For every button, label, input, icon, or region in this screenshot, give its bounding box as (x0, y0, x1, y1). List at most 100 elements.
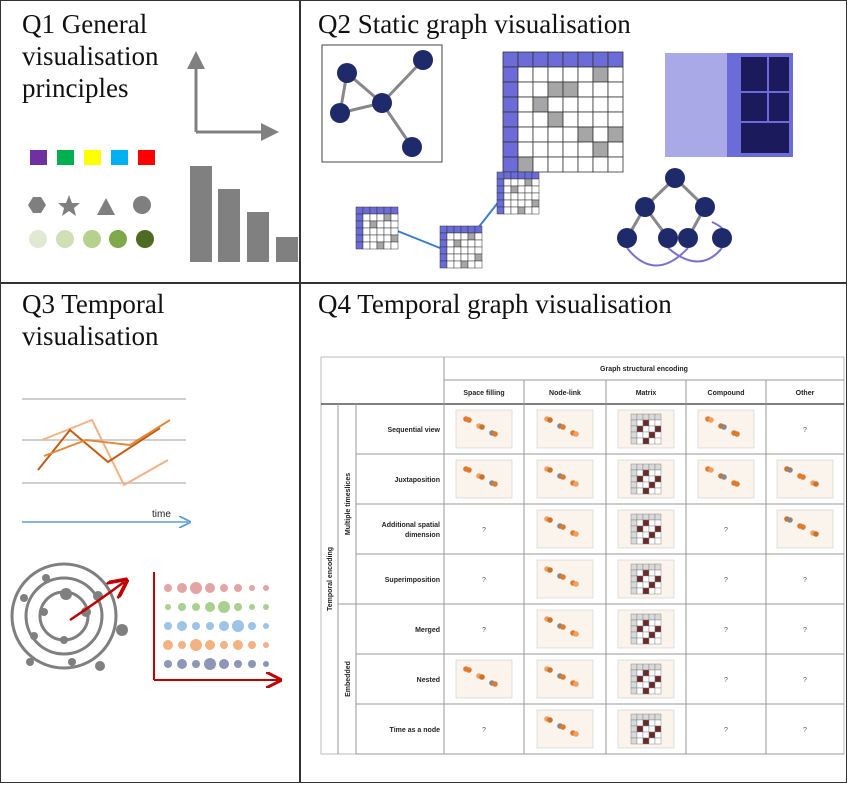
matrix-cell (562, 156, 579, 173)
timeline-dot (164, 622, 172, 630)
mini-matrix-cell (460, 239, 469, 248)
timeline-dot (177, 659, 187, 669)
timeline-dot (218, 601, 230, 613)
mini-matrix-cell (517, 178, 526, 187)
mini-matrix-cell (446, 260, 455, 269)
unknown-mark: ? (724, 677, 728, 684)
matrix-cell (607, 51, 624, 68)
time-axis-label: time (152, 509, 171, 520)
matrix-cell (502, 66, 519, 83)
table-row-label: Sequential view (387, 427, 440, 434)
mini-matrix-cell (390, 220, 399, 229)
color-swatch (111, 150, 128, 165)
mini-matrix-cell (467, 239, 476, 248)
row-group-outer-label: Temporal encoding (327, 547, 334, 611)
matrix-cell (562, 81, 579, 98)
mini-matrix-cell (453, 260, 462, 269)
matrix-cell (517, 66, 534, 83)
matrix-cell (547, 51, 564, 68)
table-column-header: Other (796, 390, 815, 397)
timeline-dot (178, 603, 186, 611)
mini-matrix-cell (446, 225, 455, 234)
matrix-cell (577, 111, 594, 128)
table-row-label: Juxtaposition (394, 477, 440, 484)
matrix-cell (592, 96, 609, 113)
timeline-dot (234, 584, 242, 592)
mini-matrix-cell (496, 171, 505, 180)
unknown-mark: ? (482, 727, 486, 734)
mini-matrix-cell (369, 234, 378, 243)
timeline-dot (178, 641, 186, 649)
mini-matrix-cell (460, 253, 469, 262)
mini-matrix-cell (467, 260, 476, 269)
mini-matrix-cell (362, 213, 371, 222)
cell-thumbnail (455, 659, 513, 699)
matrix-cell (607, 96, 624, 113)
mini-matrix-cell (510, 199, 519, 208)
mini-matrix-cell (446, 253, 455, 262)
unknown-mark: ? (724, 527, 728, 534)
mini-matrix-cell (503, 171, 512, 180)
timeline-dot (190, 639, 202, 651)
matrix-cell (517, 81, 534, 98)
matrix-cell (592, 111, 609, 128)
matrix-cell (502, 81, 519, 98)
q1-shapes (28, 195, 151, 216)
table-column-header: Compound (708, 390, 745, 397)
table-row-label: Nested (417, 677, 440, 684)
timeline-dot (249, 604, 255, 610)
q2-linked-matrices (355, 171, 540, 269)
mini-matrix-cell (474, 232, 483, 241)
mini-matrix-cell (474, 239, 483, 248)
mini-matrix-cell (355, 220, 364, 229)
matrix-cell (547, 66, 564, 83)
matrix-cell (577, 96, 594, 113)
q4-title: Q4 Temporal graph visualisation (318, 289, 672, 319)
mini-matrix-cell (439, 225, 448, 234)
mini-matrix-cell (474, 225, 483, 234)
cell-thumbnail (697, 459, 755, 499)
cell-thumbnail (536, 459, 594, 499)
unknown-mark: ? (803, 427, 807, 434)
mini-matrix-cell (376, 213, 385, 222)
mini-matrix-cell (510, 171, 519, 180)
matrix-cell (517, 51, 534, 68)
unknown-mark: ? (724, 627, 728, 634)
color-swatch (57, 150, 74, 165)
timeline-dot (190, 582, 202, 594)
matrix-cell (577, 66, 594, 83)
mini-matrix-cell (383, 220, 392, 229)
cell-thumbnail (697, 409, 755, 449)
matrix-cell (502, 156, 519, 173)
mini-matrix-cell (439, 253, 448, 262)
row-group-label: Embedded (345, 661, 352, 697)
mini-matrix-cell (369, 220, 378, 229)
timeline-dot (177, 583, 187, 593)
color-swatch (138, 150, 155, 165)
timeline-dot (263, 604, 269, 610)
mini-matrix-cell (524, 192, 533, 201)
mini-matrix-cell (467, 246, 476, 255)
matrix-cell (577, 156, 594, 173)
mini-matrix-cell (383, 234, 392, 243)
matrix-cell (607, 111, 624, 128)
table-row-label: dimension (405, 532, 440, 539)
timeline-dot (219, 621, 229, 631)
mini-matrix-cell (517, 192, 526, 201)
mini-matrix-cell (355, 213, 364, 222)
unknown-mark: ? (482, 577, 486, 584)
mini-matrix-cell (439, 260, 448, 269)
q3-line-chart: time (22, 398, 188, 522)
cell-thumbnail (536, 609, 594, 649)
mini-matrix-cell (446, 239, 455, 248)
cell-thumbnail (536, 509, 594, 549)
q1-saturation-dots (29, 230, 154, 248)
mini-matrix-cell (531, 185, 540, 194)
q1-color-swatches (30, 150, 155, 165)
mini-matrix-cell (362, 227, 371, 236)
table-column-header: Matrix (636, 390, 657, 397)
matrix-cell (592, 81, 609, 98)
mini-matrix-cell (390, 234, 399, 243)
mini-matrix-cell (474, 253, 483, 262)
